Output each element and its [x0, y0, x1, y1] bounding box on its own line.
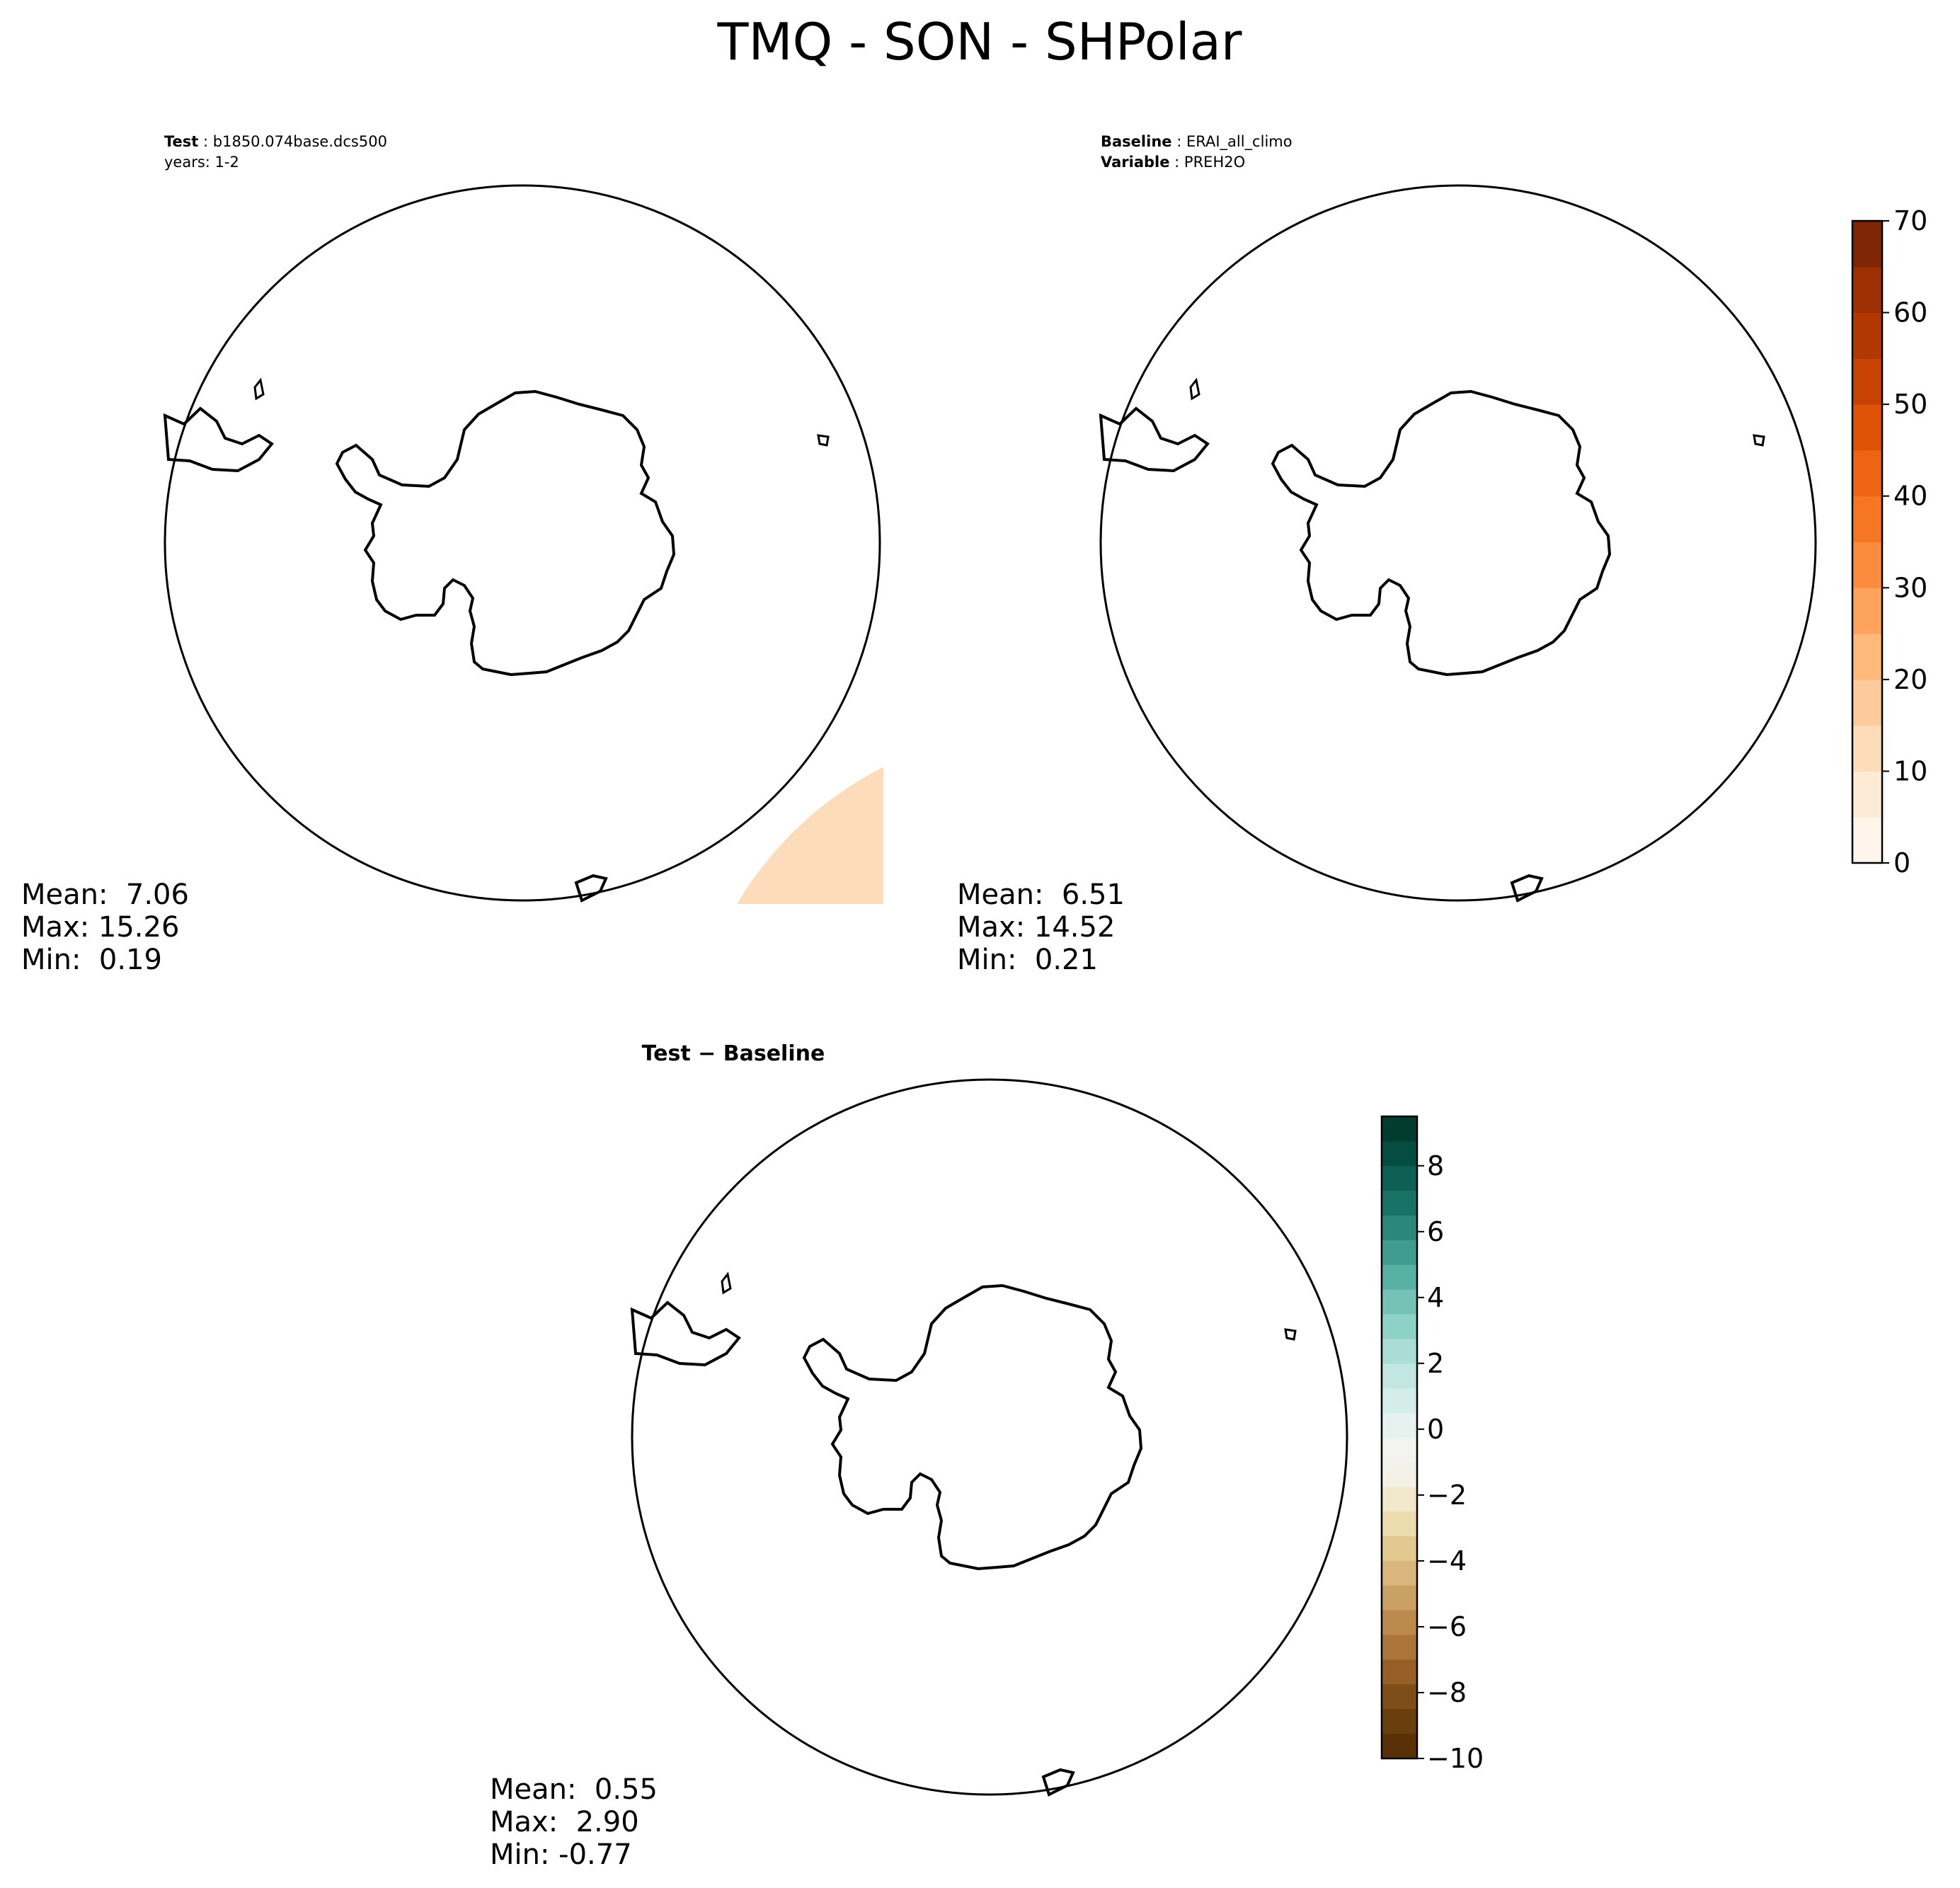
colorbar-oranges-tick-label: 40: [1893, 481, 1927, 512]
colorbar-oranges-tick-label: 10: [1893, 755, 1927, 786]
test-max: Max: 15.26: [21, 911, 179, 944]
test-label: Test : b1850.074base.dcs500: [164, 133, 387, 150]
colorbar-oranges-band: [1852, 450, 1882, 497]
colorbar-brbg-band: [1382, 1709, 1417, 1734]
diff-max: Max: 2.90: [490, 1806, 639, 1838]
colorbar-brbg-band: [1382, 1165, 1417, 1191]
colorbar-brbg-band: [1382, 1585, 1417, 1611]
figure-title: TMQ - SON - SHPolar: [717, 12, 1242, 71]
colorbar-oranges-band: [1852, 358, 1882, 405]
colorbar-brbg-band: [1382, 1140, 1417, 1167]
colorbar-brbg-band: [1382, 1264, 1417, 1290]
colorbar-brbg-band: [1382, 1314, 1417, 1339]
test-map: [161, 184, 883, 904]
baseline-max: Max: 14.52: [957, 911, 1115, 944]
colorbar-brbg-band: [1382, 1684, 1417, 1710]
baseline-variable: Variable : PREH2O: [1101, 154, 1245, 171]
colorbar-brbg-tick-label: 4: [1427, 1282, 1444, 1313]
diff-min: Min: -0.77: [490, 1838, 632, 1871]
diff-mean: Mean: 0.55: [490, 1773, 658, 1806]
colorbar-brbg-band: [1382, 1388, 1417, 1414]
test-years: years: 1-2: [164, 154, 239, 171]
colorbar-oranges-band: [1852, 725, 1882, 772]
colorbar-brbg-tick-label: −2: [1427, 1480, 1467, 1511]
colorbar-brbg-tick-label: 0: [1427, 1414, 1444, 1445]
colorbar-oranges-band: [1852, 817, 1882, 864]
baseline-map: [1097, 184, 1817, 904]
colorbar-brbg-band: [1382, 1511, 1417, 1537]
baseline-label: Baseline : ERAI_all_climo: [1101, 133, 1293, 151]
baseline-variable-key: Variable: [1101, 154, 1169, 171]
colorbar-oranges-tick-label: 70: [1893, 205, 1927, 236]
colorbar-oranges-band: [1852, 266, 1882, 314]
colorbar-brbg-band: [1382, 1610, 1417, 1636]
colorbar-oranges-tick-label: 50: [1893, 389, 1927, 420]
colorbar-oranges-tick-label: 60: [1893, 297, 1927, 328]
colorbar-brbg-band: [1382, 1190, 1417, 1216]
colorbar-oranges-band: [1852, 404, 1882, 451]
colorbar-brbg-band: [1382, 1338, 1417, 1364]
colorbar-brbg-band: [1382, 1116, 1417, 1142]
colorbar-brbg-band: [1382, 1487, 1417, 1512]
colorbar-brbg-tick-label: −8: [1427, 1677, 1467, 1708]
colorbar-oranges-band: [1852, 312, 1882, 359]
colorbar-brbg-tick-label: −10: [1427, 1743, 1484, 1774]
colorbar-oranges: 0 10 20 30 40 50 60 70: [1851, 205, 1927, 879]
colorbar-brbg-band: [1382, 1289, 1417, 1315]
colorbar-brbg-band: [1382, 1734, 1417, 1759]
colorbar-oranges-outline: [1851, 219, 1884, 864]
test-min: Min: 0.19: [21, 944, 162, 976]
colorbar-brbg-tick-label: −4: [1427, 1545, 1467, 1577]
colorbar-oranges-tick-label: 0: [1893, 847, 1910, 879]
colorbar-brbg-tick-label: 2: [1427, 1348, 1444, 1379]
colorbar-oranges-tick-label: 20: [1893, 664, 1927, 695]
baseline-label-key: Baseline: [1101, 133, 1172, 150]
colorbar-oranges-band: [1852, 679, 1882, 726]
colorbar-brbg-band: [1382, 1437, 1417, 1463]
colorbar-brbg-band: [1382, 1363, 1417, 1389]
baseline-label-value: : ERAI_all_climo: [1176, 133, 1292, 151]
colorbar-brbg-band: [1382, 1560, 1417, 1586]
colorbar-brbg-tick-label: 6: [1427, 1216, 1444, 1247]
colorbar-brbg-band: [1382, 1412, 1417, 1438]
colorbar-oranges-band: [1852, 588, 1882, 634]
colorbar-brbg-band: [1382, 1215, 1417, 1240]
colorbar-oranges-band: [1852, 221, 1882, 268]
baseline-min: Min: 0.21: [957, 944, 1098, 976]
colorbar-brbg: 8 6 4 2 0 −2 −4 −6 −8 −10: [1380, 1115, 1484, 1774]
colorbar-oranges-tick-label: 30: [1893, 572, 1927, 603]
colorbar-brbg-band: [1382, 1536, 1417, 1562]
test-mean: Mean: 7.06: [21, 879, 189, 911]
test-label-key: Test: [164, 133, 198, 150]
colorbar-oranges-band: [1852, 496, 1882, 542]
colorbar-brbg-outline: [1380, 1115, 1419, 1760]
colorbar-oranges-band: [1852, 634, 1882, 680]
colorbar-brbg-tick-label: 8: [1427, 1150, 1444, 1182]
colorbar-oranges-band: [1852, 771, 1882, 818]
diff-map: [629, 1078, 1348, 1798]
colorbar-brbg-band: [1382, 1462, 1417, 1487]
diff-title: Test − Baseline: [642, 1041, 825, 1066]
test-label-value: : b1850.074base.dcs500: [203, 133, 387, 150]
colorbar-brbg-band: [1382, 1659, 1417, 1685]
baseline-variable-value: : PREH2O: [1174, 154, 1245, 171]
colorbar-brbg-band: [1382, 1240, 1417, 1265]
baseline-mean: Mean: 6.51: [957, 879, 1125, 911]
colorbar-brbg-tick-label: −6: [1427, 1611, 1467, 1642]
colorbar-brbg-band: [1382, 1635, 1417, 1660]
colorbar-oranges-band: [1852, 542, 1882, 588]
